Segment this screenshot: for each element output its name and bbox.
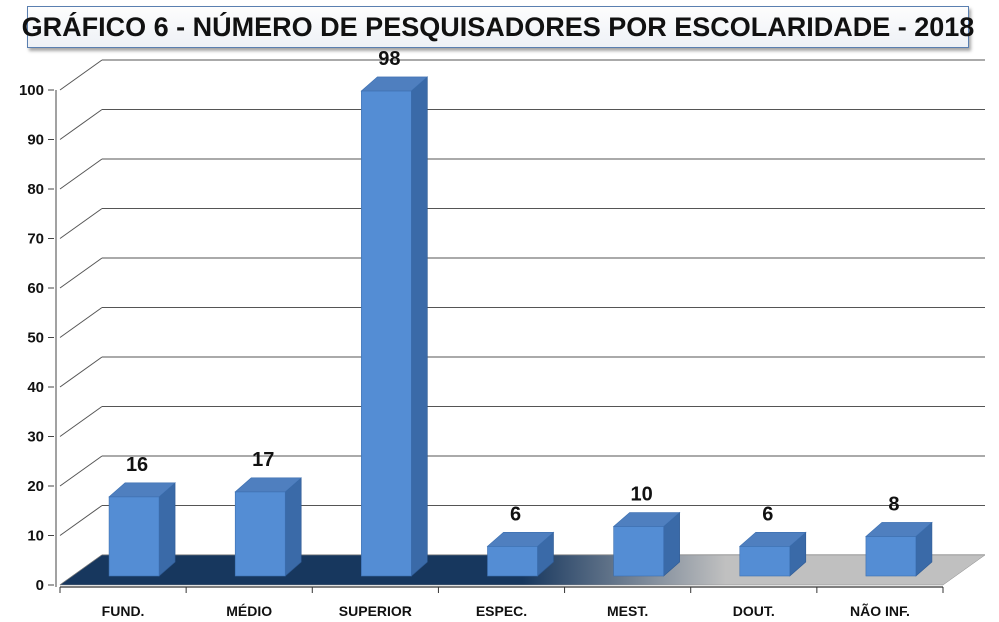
bar-top — [108, 482, 176, 498]
bars — [108, 76, 933, 577]
bar-top — [486, 531, 555, 547]
x-tick-label: MEST. — [607, 603, 648, 619]
y-tick-label: 40 — [27, 379, 44, 396]
y-tick-label: 0 — [36, 577, 44, 594]
y-tick-label: 20 — [27, 478, 44, 495]
y-tick-label: 60 — [27, 280, 44, 297]
gridline-side — [59, 208, 103, 239]
y-tick-label: 10 — [27, 528, 44, 545]
data-label: 98 — [378, 48, 400, 70]
bar — [108, 496, 160, 577]
bar-top — [738, 531, 807, 547]
bar — [361, 90, 412, 577]
bar — [234, 491, 286, 577]
y-tick-label: 90 — [27, 132, 44, 149]
bar — [613, 526, 664, 577]
y-tick-label: 100 — [19, 82, 44, 99]
gridline-side — [59, 59, 103, 91]
chart-title-box: GRÁFICO 6 - NÚMERO DE PESQUISADORES POR … — [22, 6, 974, 48]
x-tick-label: FUND. — [102, 603, 145, 619]
data-label: 17 — [252, 449, 274, 471]
y-tick-label: 70 — [27, 231, 44, 248]
y-tick-label: 80 — [27, 181, 44, 198]
gridline-side — [59, 257, 103, 289]
gridline-side — [59, 356, 103, 388]
bar-top — [865, 522, 933, 537]
labels: 16 FUND. 17 MÉDIO 98 SUPERIOR 6 ESPEC. 10 MEST. 6 D… — [102, 48, 910, 619]
data-label: 10 — [631, 484, 653, 506]
axes: 0 10 20 30 40 50 60 70 80 90 100 — [19, 82, 944, 594]
gridline-side — [59, 158, 103, 190]
bar-side — [411, 76, 428, 577]
gridline-side — [59, 307, 103, 338]
y-tick-label: 50 — [27, 330, 44, 347]
gridline-side — [59, 109, 103, 140]
x-tick-label: DOUT. — [733, 603, 775, 619]
chart-title: GRÁFICO 6 - NÚMERO DE PESQUISADORES POR … — [21, 11, 975, 42]
data-label: 6 — [510, 503, 521, 525]
bar-top — [234, 477, 303, 493]
gridlines — [59, 59, 985, 586]
bar-top — [612, 512, 681, 527]
bar-side — [158, 482, 176, 577]
bar-top — [360, 76, 429, 92]
x-tick-label: NÃO INF. — [850, 602, 910, 619]
x-tick-label: MÉDIO — [226, 603, 272, 619]
bar — [739, 545, 791, 577]
gridline-side — [59, 505, 103, 536]
x-tick-label: ESPEC. — [476, 603, 527, 619]
data-label: 16 — [126, 454, 148, 476]
data-label: 6 — [762, 503, 773, 525]
data-label: 8 — [888, 493, 899, 515]
y-tick-label: 30 — [27, 429, 44, 446]
gridline-side — [59, 406, 103, 437]
x-tick-label: SUPERIOR — [339, 603, 412, 619]
bar-side — [284, 477, 302, 577]
bar — [487, 545, 538, 577]
gridline-side — [59, 455, 103, 487]
bar — [865, 536, 917, 577]
